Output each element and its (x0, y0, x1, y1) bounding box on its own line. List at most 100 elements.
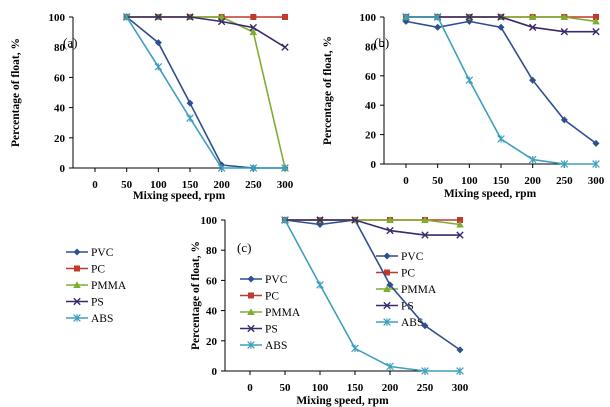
data-point (249, 164, 258, 172)
data-point (154, 63, 163, 71)
data-point (351, 216, 359, 224)
series-line (126, 16, 286, 169)
data-point (386, 362, 394, 371)
data-point (497, 13, 505, 21)
x-tick-label: 250 (556, 175, 573, 187)
data-point (456, 220, 464, 228)
data-point (560, 116, 568, 124)
y-tick-label: 80 (206, 245, 218, 257)
y-tick-label: 80 (54, 42, 66, 54)
series-line (284, 219, 461, 351)
data-point (456, 367, 464, 375)
y-tick-label: 40 (54, 103, 66, 115)
legend-marker (247, 341, 255, 349)
legend-marker (384, 269, 390, 276)
legend-label: PC (401, 268, 415, 280)
legend-label: PVC (401, 251, 424, 263)
legend-label: ABS (401, 317, 423, 329)
legend-marker (247, 324, 255, 333)
x-tick-label: 100 (461, 175, 478, 187)
legend-label: PVC (265, 274, 288, 286)
y-tick-label: 100 (49, 12, 66, 24)
x-tick-label: 150 (493, 175, 510, 187)
x-tick-label: 100 (312, 382, 329, 394)
x-tick-label: 300 (588, 175, 605, 187)
data-point (316, 216, 324, 224)
legend-marker (248, 292, 254, 299)
data-point (497, 23, 505, 31)
legend-marker (383, 252, 391, 260)
series-abs (402, 13, 600, 168)
x-tick-label: 300 (452, 382, 469, 394)
series-line (405, 20, 597, 145)
data-point (186, 13, 194, 21)
legend-marker (247, 275, 255, 283)
x-tick-label: 100 (150, 179, 167, 191)
data-point (281, 216, 289, 224)
data-point (528, 13, 537, 20)
y-tick-label: 40 (365, 100, 377, 112)
data-point (217, 164, 226, 172)
series-pmma (122, 13, 289, 171)
legend-label: PS (265, 324, 278, 336)
data-point (386, 281, 394, 289)
legend-label: ABS (265, 340, 287, 352)
data-point (421, 322, 429, 330)
data-point (217, 13, 226, 20)
data-point (250, 14, 257, 20)
legend-marker (73, 297, 81, 306)
legend-marker (383, 318, 391, 326)
legend-label: PS (91, 297, 104, 309)
y-axis-label: Percentage of float, % (10, 38, 22, 147)
data-point (529, 76, 537, 84)
data-point (592, 17, 600, 25)
data-point (456, 231, 464, 239)
data-point (456, 346, 464, 354)
x-tick-label: 250 (245, 179, 262, 191)
legend-label: PC (91, 264, 105, 276)
x-tick-label: 50 (432, 175, 444, 187)
data-point (465, 13, 474, 21)
y-tick-label: 100 (201, 215, 218, 227)
series-line (285, 219, 460, 236)
data-point (281, 43, 289, 51)
x-tick-label: 200 (524, 175, 541, 187)
data-point (402, 13, 410, 21)
legend-marker (73, 281, 81, 288)
legend-marker (247, 308, 255, 315)
data-point (592, 160, 600, 168)
y-tick-label: 80 (365, 41, 377, 53)
data-point (154, 39, 162, 47)
legend-label: PMMA (265, 307, 301, 319)
data-point (386, 216, 394, 223)
data-point (249, 28, 258, 36)
data-point (351, 344, 359, 353)
y-tick-label: 60 (365, 71, 377, 83)
x-tick-label: 300 (277, 179, 294, 191)
x-tick-label: 150 (182, 179, 199, 191)
series-pvc (123, 13, 289, 172)
data-point (249, 23, 258, 32)
y-tick-label: 20 (206, 336, 218, 348)
legend-marker (73, 314, 81, 322)
x-axis-label: Mixing speed, rpm (444, 188, 537, 200)
panel-label: (a) (63, 35, 77, 50)
data-point (528, 155, 537, 164)
x-tick-label: 200 (382, 382, 399, 394)
series-abs (281, 216, 464, 375)
data-point (560, 13, 569, 20)
data-point (457, 217, 463, 223)
legend-label: PMMA (91, 280, 127, 292)
legend-label: ABS (91, 313, 113, 325)
data-point (282, 14, 288, 20)
data-point (592, 139, 600, 147)
data-point (217, 17, 226, 26)
data-point (593, 14, 599, 20)
series-line (126, 16, 286, 48)
y-tick-label: 0 (60, 163, 66, 175)
data-point (421, 216, 429, 223)
series-pvc (281, 216, 464, 354)
